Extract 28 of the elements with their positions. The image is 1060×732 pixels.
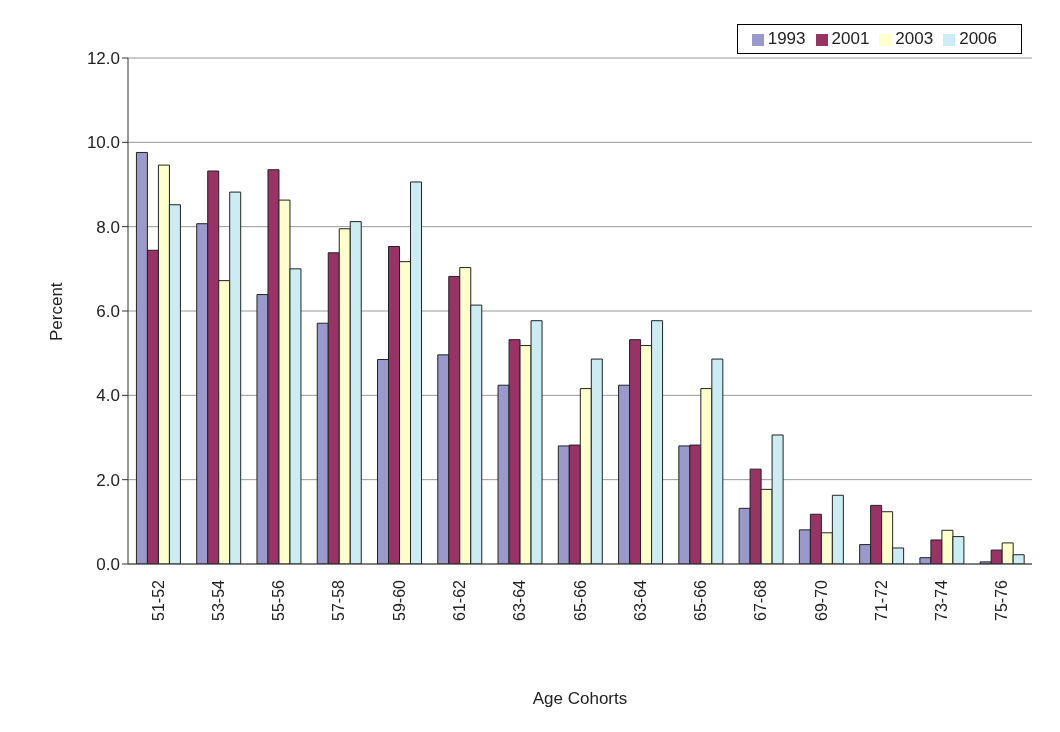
y-tick-label: 8.0 <box>96 217 120 237</box>
legend-label: 2003 <box>895 29 934 48</box>
x-tick-label: 59-60 <box>390 579 408 621</box>
x-tick-label: 67-68 <box>752 579 770 621</box>
x-tick-label: 61-62 <box>450 579 468 621</box>
x-tick-label: 73-74 <box>933 579 951 621</box>
legend-label: 2006 <box>959 29 997 48</box>
x-tick-label: 51-52 <box>149 579 167 621</box>
legend-label: 2001 <box>831 29 870 48</box>
x-tick-label: 63-64 <box>631 579 649 621</box>
y-tick-label: 2.0 <box>96 470 120 490</box>
x-tick-label: 55-56 <box>270 579 288 621</box>
y-tick-label: 0.0 <box>96 555 120 575</box>
x-axis-title: Age Cohorts <box>532 689 628 708</box>
x-tick-label: 75-76 <box>993 579 1011 621</box>
y-tick-label: 12.0 <box>86 49 120 69</box>
y-tick-label: 10.0 <box>86 133 120 153</box>
y-tick-label: 6.0 <box>96 302 120 322</box>
y-axis-title: Percent <box>47 282 67 341</box>
x-tick-label: 57-58 <box>330 579 348 621</box>
x-tick-label: 71-72 <box>872 579 890 621</box>
x-tick-label: 65-66 <box>692 579 710 621</box>
x-tick-label: 63-64 <box>511 579 529 621</box>
x-tick-label: 53-54 <box>209 579 227 621</box>
y-tick-label: 4.0 <box>96 386 120 406</box>
x-tick-label: 69-70 <box>812 579 830 621</box>
x-tick-label: 65-66 <box>571 579 589 621</box>
legend-label: 1993 <box>767 29 806 48</box>
